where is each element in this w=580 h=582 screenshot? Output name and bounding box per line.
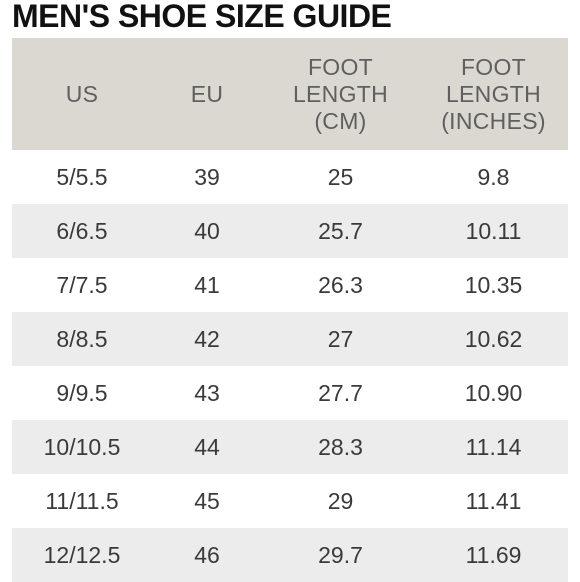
header-foot-length-cm: FOOT LENGTH (CM): [262, 54, 419, 135]
cell-cm: 27.7: [318, 379, 363, 406]
cell-eu: 40: [194, 217, 220, 244]
cell-cm: 27: [327, 325, 354, 352]
cell-cm: 25: [327, 163, 354, 190]
header-in-line-1: FOOT: [460, 53, 527, 80]
cell-cm: 29.7: [318, 541, 363, 568]
table-row: 11/11.5 45 29 11.41: [12, 474, 568, 528]
cell-cm: 25.7: [318, 217, 363, 244]
cell-inches: 11.41: [465, 487, 522, 514]
cell-eu: 42: [194, 325, 220, 352]
cell-eu: 46: [194, 541, 220, 568]
table-row: 5/5.5 39 25 9.8: [12, 150, 568, 204]
header-us: US: [12, 81, 152, 108]
cell-eu: 39: [194, 163, 220, 190]
header-in-line-3: (INCHES): [441, 107, 546, 134]
cell-us: 12/12.5: [43, 541, 121, 568]
cell-cm: 26.3: [318, 271, 363, 298]
header-eu-line: EU: [190, 80, 224, 107]
cell-inches: 10.35: [464, 271, 523, 298]
cell-us: 9/9.5: [56, 379, 108, 406]
table-row: 6/6.5 40 25.7 10.11: [12, 204, 568, 258]
size-guide-table: US EU FOOT LENGTH (CM) FOOT LENGTH (INCH…: [12, 38, 568, 582]
cell-inches: 10.90: [464, 379, 523, 406]
cell-inches: 9.8: [477, 163, 510, 190]
cell-eu: 43: [194, 379, 220, 406]
cell-eu: 44: [194, 433, 220, 460]
table-row: 8/8.5 42 27 10.62: [12, 312, 568, 366]
header-cm-line-3: (CM): [314, 107, 367, 134]
cell-us: 6/6.5: [56, 217, 108, 244]
table-row: 9/9.5 43 27.7 10.90: [12, 366, 568, 420]
header-in-line-2: LENGTH: [445, 80, 542, 107]
table-header-row: US EU FOOT LENGTH (CM) FOOT LENGTH (INCH…: [12, 38, 568, 150]
table-row: 10/10.5 44 28.3 11.14: [12, 420, 568, 474]
cell-inches: 11.69: [465, 541, 522, 568]
cell-us: 5/5.5: [56, 163, 108, 190]
cell-us: 10/10.5: [43, 433, 121, 460]
table-row: 7/7.5 41 26.3 10.35: [12, 258, 568, 312]
cell-inches: 11.14: [465, 433, 522, 460]
header-us-line: US: [65, 80, 99, 107]
header-eu: EU: [152, 81, 262, 108]
cell-cm: 28.3: [318, 433, 363, 460]
cell-us: 8/8.5: [56, 325, 108, 352]
table-row: 12/12.5 46 29.7 11.69: [12, 528, 568, 582]
table-body: 5/5.5 39 25 9.8 6/6.5 40 25.7 10.11 7/7.…: [12, 150, 568, 582]
cell-us: 11/11.5: [45, 487, 119, 514]
header-cm-line-1: FOOT: [307, 53, 374, 80]
header-cm-line-2: LENGTH: [292, 80, 389, 107]
cell-eu: 45: [194, 487, 220, 514]
cell-inches: 10.62: [464, 325, 523, 352]
cell-us: 7/7.5: [56, 271, 108, 298]
page-title: MEN'S SHOE SIZE GUIDE: [12, 0, 392, 34]
cell-eu: 41: [194, 271, 220, 298]
cell-inches: 10.11: [465, 217, 522, 244]
cell-cm: 29: [327, 487, 354, 514]
header-foot-length-inches: FOOT LENGTH (INCHES): [419, 54, 568, 135]
